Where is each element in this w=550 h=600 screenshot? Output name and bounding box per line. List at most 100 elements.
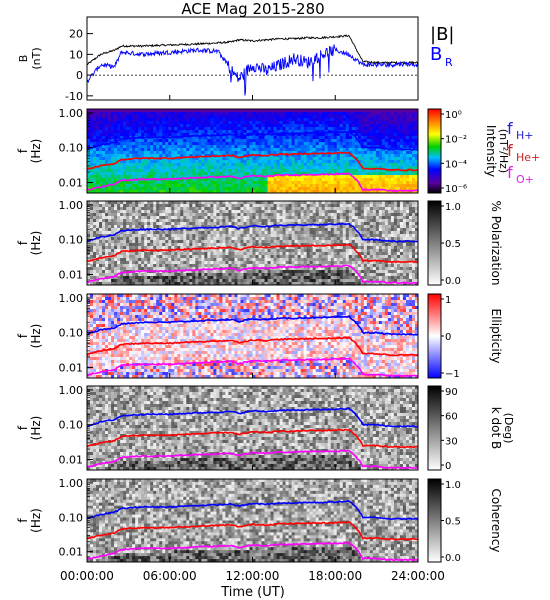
f-ytick-label: 0.10	[59, 234, 84, 247]
spectrogram-cells-panel-2	[87, 109, 419, 194]
colorbar-unit: (Deg)	[502, 413, 515, 444]
f-ylabel: f	[16, 333, 30, 338]
spectrogram-cells-panel-4	[87, 294, 419, 379]
b-ylabel: B	[17, 55, 30, 63]
f-he-plus-line	[86, 243, 419, 264]
colorbar-tick-label: 0.5	[445, 239, 461, 250]
f-he-plus-line	[86, 521, 419, 541]
gyro-legend-sub: H+	[516, 129, 534, 142]
f-ytick-label: 1.00	[59, 292, 84, 305]
f-ytick-label: 1.00	[59, 107, 84, 120]
f-yunit: (Hz)	[29, 416, 43, 441]
colorbar	[427, 108, 442, 194]
x-tick-label: 06:00:00	[143, 569, 197, 583]
spectrogram-cells-panel-6	[87, 479, 419, 563]
colorbar-title: Coherency	[489, 488, 503, 552]
f-o-plus-line	[86, 357, 419, 378]
f-ytick-label: 0.10	[59, 511, 84, 524]
b-ytick-label: 0	[76, 69, 83, 82]
f-ytick-label: 1.00	[59, 477, 84, 490]
f-ylabel: f	[16, 148, 30, 153]
f-ytick-label: 0.01	[59, 546, 84, 559]
f-he-plus-line	[86, 151, 418, 172]
colorbar-tick-label: 1	[445, 295, 451, 306]
colorbar-tick-label: 0.5	[445, 517, 461, 528]
f-o-plus-line	[86, 449, 419, 470]
f-he-plus-line	[86, 336, 419, 357]
colorbar-tick-label: 90	[445, 387, 458, 398]
f-o-plus-line	[86, 172, 419, 193]
f-ytick-label: 0.10	[59, 419, 84, 432]
colorbar-tick-label: 0.0	[445, 553, 461, 564]
f-ytick-label: 0.01	[59, 269, 84, 282]
colorbar-tick-label: 10⁻⁶	[445, 184, 467, 195]
f-ytick-label: 0.10	[59, 327, 84, 340]
colorbar	[427, 293, 442, 379]
colorbar-title: % Polarization	[489, 201, 503, 286]
colorbar-tick-label: 10⁻²	[445, 135, 467, 146]
colorbar-tick-label: 1.0	[445, 480, 461, 491]
gyro-legend-sub: He+	[516, 151, 540, 164]
colorbar-tick-label: 0	[445, 332, 451, 343]
f-ytick-label: 0.01	[59, 362, 84, 375]
colorbar-tick-label: −1	[445, 369, 460, 380]
x-tick-label: 24:00:00	[391, 569, 445, 583]
series-line-b-magnitude	[86, 34, 419, 66]
f-o-plus-line	[86, 264, 419, 285]
f-ytick-label: 0.01	[59, 454, 84, 467]
x-tick-label: 18:00:00	[308, 569, 362, 583]
f-h-plus-line	[86, 407, 419, 428]
b-ytick-label: -10	[65, 90, 83, 103]
colorbar-title: Ellipticity	[489, 309, 503, 364]
f-ylabel: f	[16, 240, 30, 245]
legend-b-radial-sub: R	[445, 56, 453, 69]
gyro-legend-o-plus: f	[507, 163, 513, 182]
f-o-plus-line	[86, 541, 419, 562]
gyro-legend-h-plus: f	[507, 119, 513, 138]
f-h-plus-line	[86, 130, 419, 151]
colorbar-tick-label: 10⁰	[445, 110, 462, 121]
f-ytick-label: 1.00	[59, 199, 84, 212]
f-yunit: (Hz)	[29, 231, 43, 256]
colorbar-tick-label: 0	[445, 461, 451, 472]
f-h-plus-line	[86, 500, 419, 521]
gyro-legend-sub: O+	[516, 173, 534, 186]
colorbar-tick-label: 60	[445, 412, 458, 423]
gyro-legend-he-plus: f	[507, 141, 513, 160]
b-yunit: (nT)	[30, 47, 43, 69]
colorbar	[427, 478, 442, 563]
b-plot-background	[87, 17, 418, 100]
chart-title: ACE Mag 2015-280	[181, 0, 324, 18]
b-ytick-label: 20	[69, 28, 83, 41]
colorbar-tick-label: 0.0	[445, 276, 461, 287]
f-yunit: (Hz)	[29, 508, 43, 533]
colorbar-title: k dot B	[489, 407, 503, 449]
x-tick-label: 12:00:00	[226, 569, 280, 583]
b-ytick-label: 10	[69, 48, 83, 61]
colorbar-tick-label: 10⁻⁴	[445, 159, 467, 170]
series-line-b-radial	[86, 44, 419, 96]
f-ytick-label: 0.01	[59, 177, 84, 190]
f-ytick-label: 1.00	[59, 384, 84, 397]
colorbar	[427, 385, 442, 471]
colorbar	[427, 200, 442, 286]
colorbar-unit: (nT²/Hz)	[497, 129, 510, 173]
f-h-plus-line	[86, 315, 419, 336]
colorbar-tick-label: 30	[445, 436, 458, 447]
f-yunit: (Hz)	[29, 139, 43, 164]
f-ylabel: f	[16, 425, 30, 430]
x-axis-title: Time (UT)	[220, 585, 285, 600]
spectrogram-cells-panel-3	[87, 201, 419, 286]
colorbar-tick-label: 1.0	[445, 202, 461, 213]
legend-b-radial: B	[430, 44, 442, 65]
legend-b-magnitude: |B|	[430, 24, 454, 45]
colorbar-title: Intensity	[484, 125, 498, 177]
f-ytick-label: 0.10	[59, 142, 84, 155]
f-he-plus-line	[86, 428, 419, 449]
f-ylabel: f	[16, 518, 30, 523]
f-yunit: (Hz)	[29, 324, 43, 349]
f-h-plus-line	[86, 222, 419, 243]
spectrogram-cells-panel-5	[87, 386, 419, 471]
x-tick-label: 00:00:00	[60, 569, 114, 583]
